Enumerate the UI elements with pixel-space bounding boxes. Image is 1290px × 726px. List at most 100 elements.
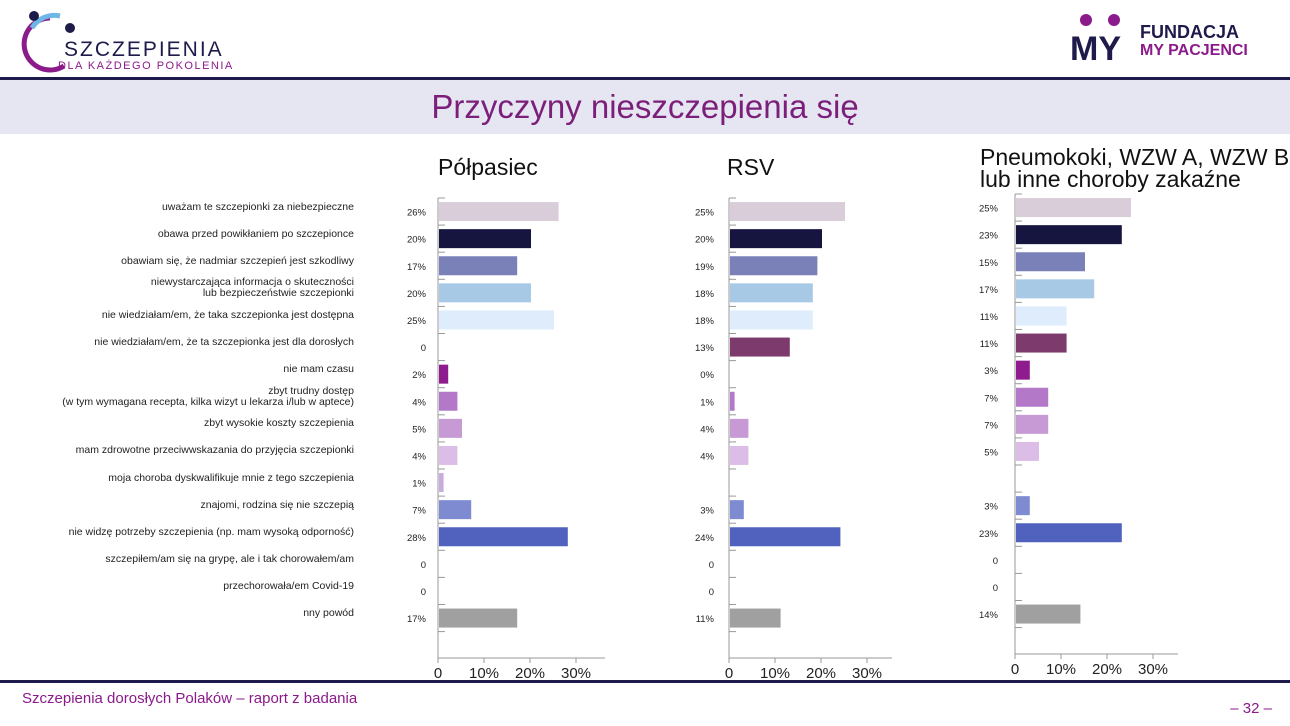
data-label: 1%	[412, 479, 426, 490]
data-label: 23%	[979, 231, 999, 242]
category-label-line: obawiam się, że nadmiar szczepień jest s…	[121, 254, 354, 267]
category-label: zbyt trudny dostęp (w tym wymagana recept…	[62, 385, 354, 408]
x-tick-label: 20%	[806, 665, 836, 682]
category-label-line: obawa przed powikłaniem po szczepionce	[157, 227, 354, 240]
x-tick-label: 10%	[469, 665, 499, 682]
right-logo-line2: MY PACJENCI	[1140, 42, 1248, 59]
data-label: 17%	[979, 285, 999, 296]
logo-mark-text: MY	[1070, 30, 1121, 66]
bar	[730, 527, 841, 547]
category-label: nie widzę potrzeby szczepienia (np. mam …	[68, 525, 354, 538]
bar	[730, 337, 790, 357]
category-label: nny powód	[303, 608, 354, 619]
bar	[439, 500, 472, 520]
bar	[730, 445, 749, 465]
data-label: 18%	[695, 289, 715, 300]
bar	[730, 391, 735, 411]
category-label-line: niewystarczająca informacja o skutecznoś…	[150, 276, 354, 289]
data-label: 25%	[979, 204, 999, 215]
bar	[1016, 496, 1030, 516]
chart-title-line: lub inne choroby zakaźne	[980, 166, 1241, 192]
bar	[439, 283, 531, 303]
x-tick-label: 0	[434, 665, 442, 682]
x-tick-label: 30%	[852, 665, 882, 682]
x-tick-label: 30%	[1138, 661, 1168, 678]
footer-report-name: Szczepienia dorosłych Polaków – raport z…	[22, 690, 358, 707]
data-label: 14%	[979, 610, 999, 621]
data-label: 0	[421, 560, 426, 571]
my-mark-icon: MY	[1070, 14, 1121, 66]
chart-title-line: Pneumokoki, WZW A, WZW B	[980, 144, 1290, 170]
data-label: 17%	[407, 614, 427, 625]
left-logo-title: SZCZEPIENIA	[64, 38, 224, 61]
x-tick-label: 30%	[561, 665, 591, 682]
category-label: uważam te szczepionki za niebezpieczne	[161, 200, 354, 213]
bar	[439, 202, 559, 222]
category-label: moja choroba dyskwalifikuje mnie z tego …	[108, 472, 354, 484]
fundacja-logo: MY FUNDACJA MY PACJENCI	[1070, 12, 1260, 66]
bar	[439, 229, 531, 249]
category-label-line: nie wiedziałam/em, że taka szczepionka j…	[101, 308, 354, 321]
category-label-line: nie widzę potrzeby szczepienia (np. mam …	[68, 525, 354, 538]
category-label-line: przechorowała/em Covid-19	[223, 579, 354, 592]
data-label: 3%	[984, 366, 998, 377]
data-label: 15%	[979, 258, 999, 269]
bar	[439, 608, 518, 628]
category-label-line: nny powód	[303, 607, 354, 619]
bar	[439, 473, 444, 493]
x-tick-label: 0	[725, 665, 733, 682]
bar	[1016, 387, 1049, 407]
x-tick-label: 20%	[515, 665, 545, 682]
bar	[730, 229, 822, 249]
bar	[730, 283, 813, 303]
chart-title-pneumokoki: Pneumokoki, WZW A, WZW B lub inne chorob…	[980, 144, 1290, 192]
bar	[730, 202, 845, 222]
data-label: 11%	[696, 614, 715, 625]
header-divider	[0, 77, 1290, 80]
chart-1: 25% 20% 19% 18% 18% 13% 0% 1% 4% 4% 3% 24% 0 0 11% 0 10%…	[695, 197, 892, 682]
data-label: 25%	[407, 316, 427, 327]
category-label: nie mam czasu	[283, 364, 354, 375]
slide-title: Przyczyny nieszczepienia się	[431, 88, 859, 125]
szczepienia-logo: SZCZEPIENIA DLA KAŻDEGO POKOLENIA	[20, 8, 280, 74]
category-label: obawa przed powikłaniem po szczepionce	[157, 227, 354, 240]
bar	[1016, 604, 1081, 624]
data-label: 1%	[700, 397, 714, 408]
data-label: 18%	[695, 316, 715, 327]
data-label: 0	[709, 587, 714, 598]
data-label: 13%	[695, 343, 715, 354]
category-label-line: uważam te szczepionki za niebezpieczne	[161, 200, 354, 213]
left-logo-subtitle: DLA KAŻDEGO POKOLENIA	[58, 60, 234, 72]
bar	[1016, 306, 1067, 326]
category-label-line: nie mam czasu	[283, 363, 354, 376]
category-label: szczepiłem/am się na grypę, ale i tak ch…	[105, 553, 354, 565]
data-label: 11%	[980, 312, 999, 323]
bar	[439, 418, 462, 438]
category-label: mam zdrowotne przeciwwskazania do przyję…	[76, 445, 354, 456]
x-tick-label: 0	[1011, 661, 1019, 678]
bar	[439, 391, 458, 411]
bar	[1016, 198, 1131, 218]
data-label: 0	[993, 556, 998, 567]
chart-2: 25% 23% 15% 17% 11% 11% 3% 7% 7% 5% 3% 23% 0 0 14% 0 10%…	[979, 193, 1178, 678]
data-label: 24%	[695, 533, 715, 544]
bar	[1016, 441, 1039, 461]
data-label: 0%	[700, 370, 714, 381]
bar	[1016, 225, 1122, 245]
bar	[730, 256, 818, 276]
footer-divider	[0, 680, 1290, 683]
data-label: 3%	[984, 502, 998, 513]
chart-title-line: Półpasiec	[438, 154, 538, 180]
bar	[1016, 414, 1049, 434]
category-label-line: lub bezpieczeństwie szczepionki	[202, 287, 354, 300]
data-label: 4%	[700, 451, 714, 462]
data-label: 20%	[407, 289, 427, 300]
data-label: 19%	[695, 262, 715, 273]
bar	[730, 310, 813, 330]
data-label: 28%	[407, 533, 427, 544]
data-label: 5%	[984, 447, 998, 458]
bar	[730, 500, 744, 520]
category-label-line: znajomi, rodzina się nie szczepią	[200, 498, 355, 511]
category-label: nie wiedziałam/em, że taka szczepionka j…	[101, 308, 354, 321]
data-label: 0	[421, 587, 426, 598]
